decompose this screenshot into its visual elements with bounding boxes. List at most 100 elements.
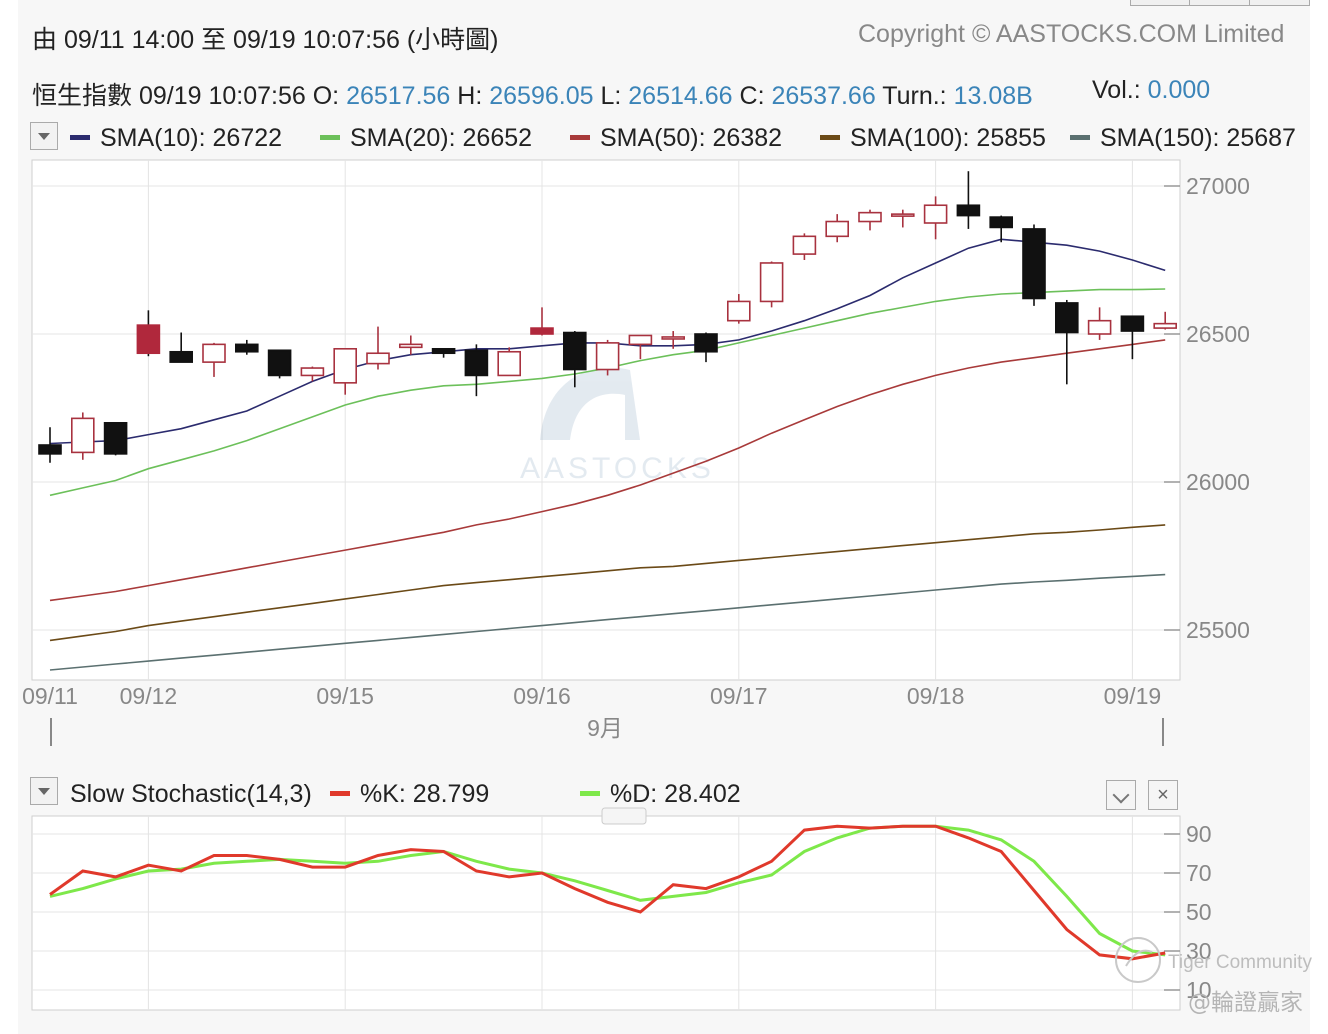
candle-body (530, 327, 554, 335)
close-value: 26537.66 (771, 82, 876, 110)
overlay-dropdown-button[interactable] (30, 122, 58, 150)
open-value: 26517.56 (346, 82, 451, 110)
stoch-k-legend: %K: 28.799 (330, 780, 489, 809)
legend-swatch-sma20 (320, 134, 340, 140)
low-label: L: (593, 82, 629, 110)
candle (366, 326, 390, 370)
candle-body (464, 349, 489, 377)
candle (792, 233, 817, 260)
candle-body (398, 343, 423, 349)
candle-body (1055, 302, 1079, 334)
close-icon: × (1157, 784, 1169, 806)
candle-body (267, 349, 292, 377)
candle-body (235, 343, 259, 353)
candle (38, 427, 62, 463)
stoch-k-line (49, 824, 1166, 961)
quote-name-time: 恒生指數 09/19 10:07:56 O: (32, 82, 347, 110)
candle (628, 334, 653, 360)
x-tick-label: 09/18 (907, 683, 965, 709)
price-plot-area (31, 159, 1181, 681)
tiger-logo-icon (1115, 937, 1161, 983)
close-label: C: (732, 82, 772, 110)
candle-body (333, 347, 358, 384)
collapse-indicator-button[interactable] (1106, 780, 1136, 810)
stoch-d-legend: %D: 28.402 (580, 780, 741, 809)
watermark-logo-shape (540, 367, 640, 440)
candle (169, 332, 193, 363)
legend-swatch-sma100 (820, 134, 840, 140)
legend-label-sma50: SMA(50): 26382 (600, 124, 783, 152)
candle-body (923, 204, 948, 224)
candle-body (169, 350, 193, 363)
turnover-label: Turn.: (875, 82, 954, 110)
legend-sma20: SMA(20): 26652 (320, 124, 532, 153)
candle (1022, 224, 1046, 306)
candle (726, 294, 751, 324)
candle (300, 366, 325, 382)
stoch-d-line (49, 824, 1166, 957)
stoch-title: Slow Stochastic(14,3) (70, 780, 312, 808)
close-indicator-button[interactable]: × (1148, 780, 1178, 810)
candle-body (759, 262, 784, 303)
month-label: 9月 (587, 715, 623, 741)
candle-body (792, 235, 817, 255)
legend-sma150: SMA(150): 25687 (1070, 124, 1296, 153)
watermark-text: AASTOCKS (520, 452, 715, 485)
tiger-logo-stroke (1125, 949, 1153, 967)
candle (562, 331, 587, 388)
tiger-community-text: Tiger Community (1168, 952, 1312, 973)
candle-body (38, 444, 62, 455)
candle (103, 421, 128, 456)
legend-label-sma100: SMA(100): 25855 (850, 124, 1046, 152)
indicator-dropdown-button[interactable] (30, 777, 58, 805)
candle-body (71, 417, 95, 454)
stoch-y-tick-label: 10 (1186, 977, 1212, 1003)
toolbar-buttons[interactable] (1130, 0, 1310, 6)
volume-label: Vol.: (1092, 76, 1148, 104)
d-swatch (580, 790, 600, 796)
tiger-watermark: Tiger Community @輪證贏家 (1115, 937, 1312, 1016)
high-label: H: (450, 82, 490, 110)
candle-body (694, 333, 718, 353)
candle (989, 215, 1014, 243)
candle (235, 339, 259, 355)
candle (759, 261, 784, 308)
candle-body (628, 334, 653, 346)
candle (694, 332, 718, 363)
panel-resize-handle (601, 807, 647, 825)
candle (825, 214, 850, 243)
candle (1087, 307, 1112, 340)
candle (1120, 315, 1145, 360)
candle-body (595, 342, 620, 371)
stoch-d-label: %D: 28.402 (610, 780, 741, 808)
candle (136, 310, 161, 357)
y-tick-label: 27000 (1186, 173, 1250, 199)
legend-label-sma20: SMA(20): 26652 (350, 124, 533, 152)
date-range-label: 由 09/11 14:00 至 09/19 10:07:56 (小時圖) (32, 26, 499, 54)
high-value: 26596.05 (489, 82, 594, 110)
candle-body (661, 336, 686, 340)
sma-line-sma150 (49, 573, 1166, 671)
sma-line-sma50 (49, 339, 1166, 602)
x-tick-label: 09/15 (316, 683, 374, 709)
legend-label-sma150: SMA(150): 25687 (1100, 124, 1296, 152)
candle-body (1153, 322, 1177, 329)
legend-swatch-sma50 (570, 134, 590, 140)
candle (497, 347, 522, 377)
candle (202, 342, 226, 377)
candle (1153, 311, 1177, 330)
tiger-handle-text: @輪證贏家 (1188, 990, 1303, 1016)
candle (890, 209, 915, 228)
candle-body (431, 347, 456, 355)
candle (661, 331, 686, 349)
x-tick-label: 09/17 (710, 683, 768, 709)
legend-sma50: SMA(50): 26382 (570, 124, 782, 153)
candle-body (497, 350, 522, 377)
y-tick-label: 26500 (1186, 321, 1250, 347)
watermark-logo-cut (570, 393, 625, 440)
candle-body (1087, 319, 1112, 335)
candle-body (825, 220, 850, 238)
x-tick-label: 09/11 (22, 683, 78, 709)
candle (398, 335, 423, 355)
